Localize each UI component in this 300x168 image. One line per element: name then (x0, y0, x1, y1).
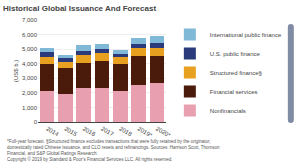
svg-text:7,000: 7,000 (22, 17, 38, 23)
svg-text:Nonfinancials: Nonfinancials (210, 108, 246, 114)
svg-text:Structured finance§: Structured finance§ (210, 70, 262, 76)
svg-text:2,000: 2,000 (22, 90, 38, 96)
svg-text:2016: 2016 (82, 125, 97, 137)
svg-text:Financial services: Financial services (210, 89, 258, 95)
svg-text:2019*: 2019* (137, 125, 154, 138)
svg-text:(US$ b.): (US$ b.) (13, 60, 19, 82)
svg-text:1,000: 1,000 (22, 105, 38, 111)
svg-text:2018: 2018 (118, 125, 133, 137)
svg-text:0: 0 (34, 119, 38, 125)
svg-text:2015: 2015 (63, 125, 78, 137)
svg-text:3,000: 3,000 (22, 75, 38, 81)
svg-text:5,000: 5,000 (22, 46, 38, 52)
svg-text:6,000: 6,000 (22, 32, 38, 38)
svg-text:Historical Global Issuance And: Historical Global Issuance And Forecast (3, 4, 156, 13)
svg-text:4,000: 4,000 (22, 61, 38, 67)
svg-text:U.S. public finance: U.S. public finance (210, 51, 261, 57)
svg-text:*Full-year forecast. §Structur: *Full-year forecast. §Structured finance… (7, 139, 220, 162)
svg-text:2017: 2017 (100, 125, 115, 137)
svg-text:2020*: 2020* (155, 125, 172, 138)
svg-text:International public finance: International public finance (210, 32, 282, 38)
svg-text:2014: 2014 (45, 125, 60, 137)
